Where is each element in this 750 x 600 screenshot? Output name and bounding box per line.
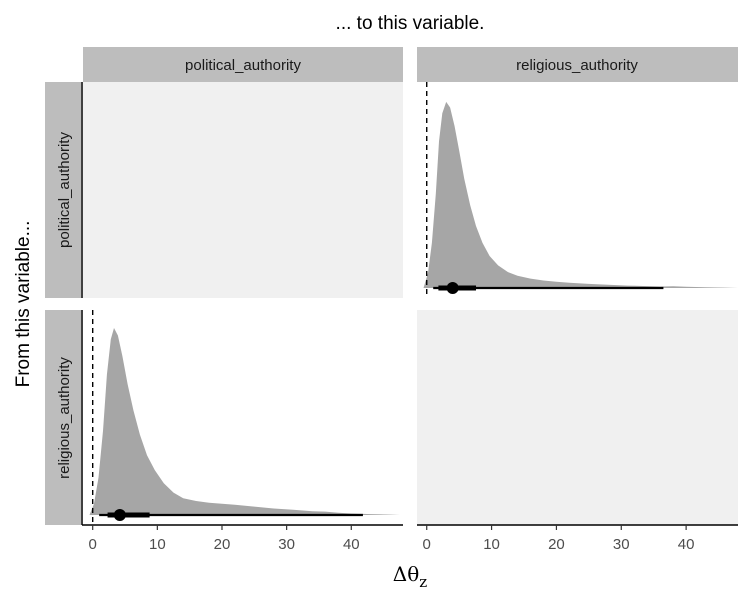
x-tick-label: 20 <box>214 536 231 553</box>
x-axis-title-main: Δθ <box>393 562 419 586</box>
x-axis-col1: 0 10 20 30 40 <box>82 524 403 553</box>
x-tick-label: 30 <box>613 536 630 553</box>
column-strip-2-bg <box>417 47 738 82</box>
point-estimate <box>446 282 459 294</box>
panel-row1-col1 <box>83 82 403 298</box>
row-strip-1: political_authority <box>45 82 81 298</box>
x-tick-label: 40 <box>343 536 360 553</box>
row-strip-1-bg <box>45 82 81 298</box>
panel-row2-col1 <box>89 310 400 525</box>
row-strip-1-label: political_authority <box>56 132 73 248</box>
x-tick-label: 20 <box>548 536 565 553</box>
column-strip-1-label: political_authority <box>185 57 301 74</box>
empty-panel-bg <box>83 82 403 298</box>
x-tick-label: 40 <box>678 536 695 553</box>
column-strip-2-label: religious_authority <box>516 57 638 74</box>
density-area <box>423 101 738 289</box>
x-tick-label: 0 <box>89 536 97 553</box>
column-strip-2: religious_authority <box>417 47 738 82</box>
density-area <box>89 328 400 515</box>
column-strip-1-bg <box>83 47 403 82</box>
panel-row2-col2 <box>417 310 738 525</box>
x-tick-label: 10 <box>149 536 166 553</box>
x-axis-title-subscript: z <box>419 573 427 591</box>
empty-panel-bg <box>417 310 738 525</box>
x-tick-label: 10 <box>483 536 500 553</box>
x-axis-title: Δθz <box>393 562 427 591</box>
x-tick-label: 0 <box>423 536 431 553</box>
column-strip-1: political_authority <box>83 47 403 82</box>
row-strip-2-bg <box>45 310 81 525</box>
y-axis-title: From this variable... <box>13 221 34 388</box>
point-estimate <box>113 509 126 521</box>
row-strip-2: religious_authority <box>45 310 81 525</box>
x-tick-label: 30 <box>278 536 295 553</box>
row-strip-2-label: religious_authority <box>56 357 73 479</box>
x-axis-col2: 0 10 20 30 40 <box>417 524 738 553</box>
chart-title: ... to this variable. <box>336 13 485 34</box>
panel-row1-col2 <box>423 82 738 298</box>
